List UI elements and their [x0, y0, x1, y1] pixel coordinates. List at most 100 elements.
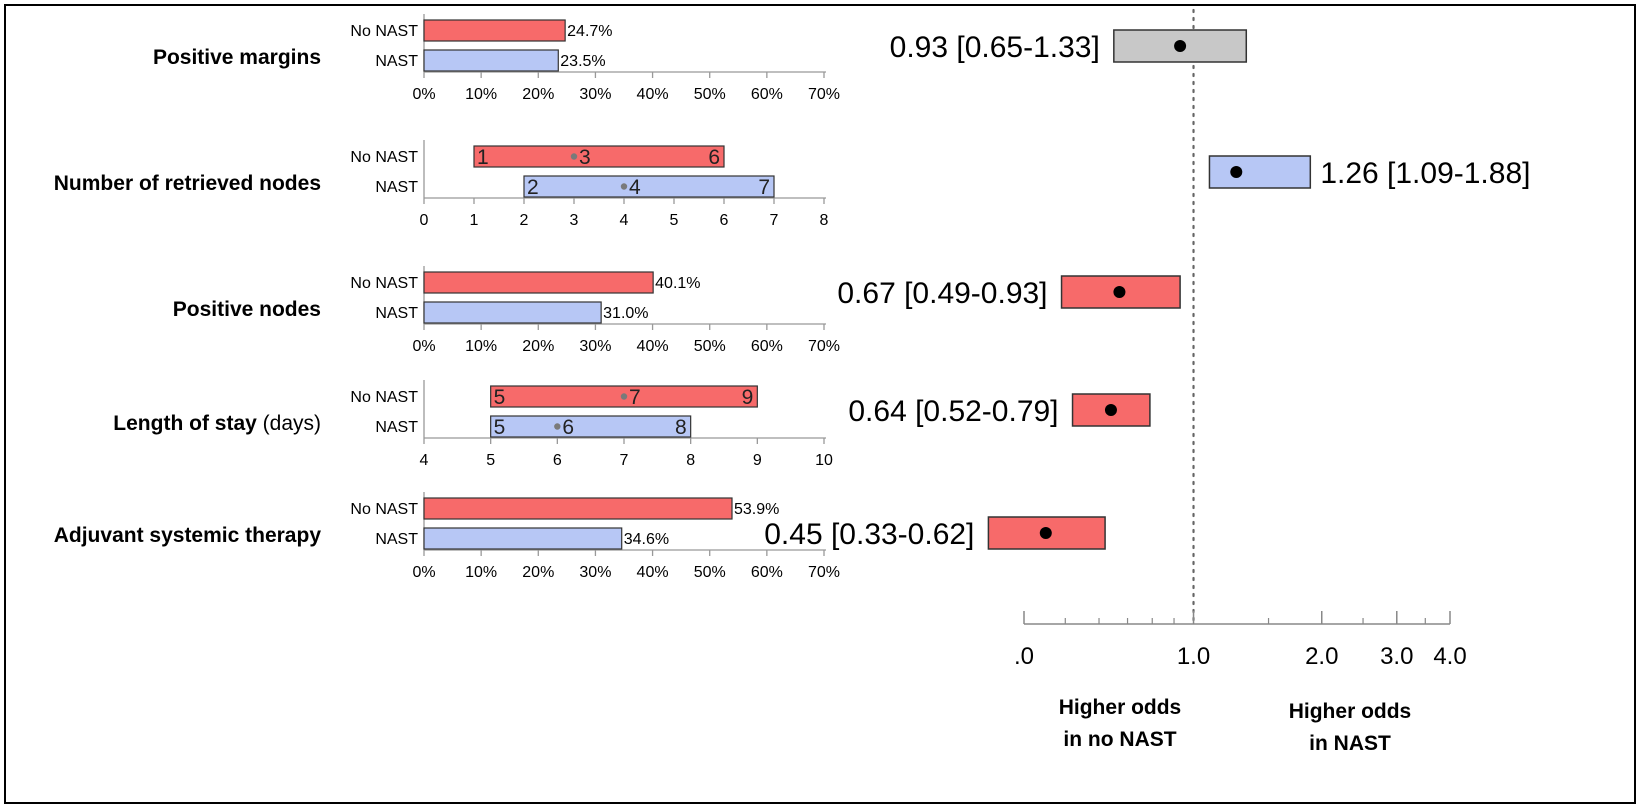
group-label: No NAST — [350, 149, 418, 166]
or-value-label: 1.26 [1.09-1.88] — [1320, 157, 1530, 190]
x-tick-label: 9 — [753, 452, 762, 469]
x-tick-label: 7 — [620, 452, 629, 469]
subplot-title-text: Adjuvant systemic therapy — [54, 524, 322, 547]
bar-value-label: 24.7% — [567, 23, 612, 40]
group-label: NAST — [375, 531, 418, 548]
x-tick-label: 0% — [412, 338, 435, 355]
x-tick-label: 20% — [522, 86, 554, 103]
x-tick-label: 60% — [751, 86, 783, 103]
x-tick-label: 50% — [694, 338, 726, 355]
x-tick-label: 30% — [579, 564, 611, 581]
subplot-title-text: Positive nodes — [173, 298, 321, 321]
x-tick-label: 0% — [412, 564, 435, 581]
range-bar — [523, 175, 775, 198]
subplot-4: Length of stay (days) 4 5 6 7 8 9 10 No NAST 5 7 9 N… — [113, 380, 833, 469]
range-high-label: 6 — [708, 146, 720, 169]
range-bar — [473, 145, 725, 168]
range-low-label: 5 — [494, 386, 506, 409]
bar-value-label: 34.6% — [624, 531, 669, 548]
group-label: NAST — [375, 53, 418, 70]
x-tick-label: 70% — [808, 564, 840, 581]
x-tick-label: 3 — [570, 212, 579, 229]
or-value-label: 0.93 [0.65-1.33] — [890, 31, 1100, 64]
bar — [423, 527, 623, 550]
or-tick-label: .0 — [1014, 643, 1034, 670]
bar-value-label: 23.5% — [560, 53, 605, 70]
x-tick-label: 5 — [486, 452, 495, 469]
x-tick-label: 30% — [579, 86, 611, 103]
range-high-label: 8 — [675, 416, 687, 439]
direction-caption: in no NAST — [1063, 728, 1176, 751]
x-tick-label: 4 — [620, 212, 629, 229]
range-low-label: 2 — [527, 176, 539, 199]
x-tick-label: 50% — [694, 86, 726, 103]
bar-value-label: 53.9% — [734, 501, 779, 518]
bar — [423, 271, 654, 294]
subplot-subtitle: (days) — [257, 412, 321, 435]
or-point — [1113, 286, 1126, 298]
or-value-label: 0.64 [0.52-0.79] — [848, 395, 1058, 428]
group-label: NAST — [375, 305, 418, 322]
x-tick-label: 4 — [420, 452, 429, 469]
range-high-label: 9 — [742, 386, 754, 409]
or-point — [1104, 404, 1117, 416]
or-tick-label: 1.0 — [1177, 643, 1210, 670]
range-median-label: 7 — [629, 386, 641, 409]
range-low-label: 1 — [477, 146, 489, 169]
range-low-label: 5 — [494, 416, 506, 439]
or-tick-label: 4.0 — [1433, 643, 1466, 670]
or-point — [1174, 40, 1187, 52]
x-tick-label: 6 — [553, 452, 562, 469]
subplot-title: Number of retrieved nodes — [54, 172, 321, 195]
or-value-label: 0.67 [0.49-0.93] — [837, 277, 1047, 310]
group-label: No NAST — [350, 389, 418, 406]
group-label: No NAST — [350, 501, 418, 518]
range-median-label: 3 — [579, 146, 591, 169]
or-tick-label: 2.0 — [1305, 643, 1338, 670]
or-value-label: 0.45 [0.33-0.62] — [764, 518, 974, 551]
x-tick-label: 20% — [522, 564, 554, 581]
ci-box — [1208, 155, 1312, 189]
x-tick-label: 10% — [465, 338, 497, 355]
x-tick-label: 40% — [637, 86, 669, 103]
x-tick-label: 8 — [686, 452, 695, 469]
subplot-title: Adjuvant systemic therapy — [54, 524, 322, 547]
forest-plot: .0 1.0 2.0 3.0 4.0 0.93 [0.65-1.33] 1.26 [1.09… — [764, 8, 1530, 755]
figure-frame: Positive margins 0% 10% 20% 30% 40% 50% 60% 70% N… — [4, 4, 1636, 804]
range-bar — [490, 415, 692, 438]
x-tick-label: 10% — [465, 564, 497, 581]
x-tick-label: 10% — [465, 86, 497, 103]
bar — [423, 497, 733, 520]
range-median-label: 6 — [562, 416, 574, 439]
subplot-title-text: Positive margins — [153, 46, 321, 69]
x-tick-label: 60% — [751, 338, 783, 355]
bar — [423, 19, 566, 42]
x-tick-label: 5 — [670, 212, 679, 229]
range-high-label: 7 — [758, 176, 770, 199]
median-dot — [570, 153, 578, 160]
subplot-2: Number of retrieved nodes 0 1 2 3 4 5 6 7 8 No NAS… — [54, 140, 829, 229]
subplot-title-text: Number of retrieved nodes — [54, 172, 321, 195]
x-tick-label: 8 — [820, 212, 829, 229]
or-point — [1039, 527, 1052, 539]
range-median-label: 4 — [629, 176, 641, 199]
median-dot — [620, 393, 628, 400]
group-label: No NAST — [350, 275, 418, 292]
subplot-title-text: Length of stay — [113, 412, 257, 435]
x-tick-label: 30% — [579, 338, 611, 355]
or-tick-label: 3.0 — [1380, 643, 1413, 670]
median-dot — [620, 183, 628, 190]
bar — [423, 49, 559, 72]
x-tick-label: 6 — [720, 212, 729, 229]
x-tick-label: 40% — [637, 564, 669, 581]
subplot-1: Positive margins 0% 10% 20% 30% 40% 50% 60% 70% N… — [153, 14, 840, 103]
x-tick-label: 60% — [751, 564, 783, 581]
x-tick-label: 20% — [522, 338, 554, 355]
x-tick-label: 70% — [808, 338, 840, 355]
x-tick-label: 2 — [520, 212, 529, 229]
group-label: No NAST — [350, 23, 418, 40]
group-label: NAST — [375, 419, 418, 436]
direction-caption: in NAST — [1309, 732, 1391, 755]
x-tick-label: 0% — [412, 86, 435, 103]
